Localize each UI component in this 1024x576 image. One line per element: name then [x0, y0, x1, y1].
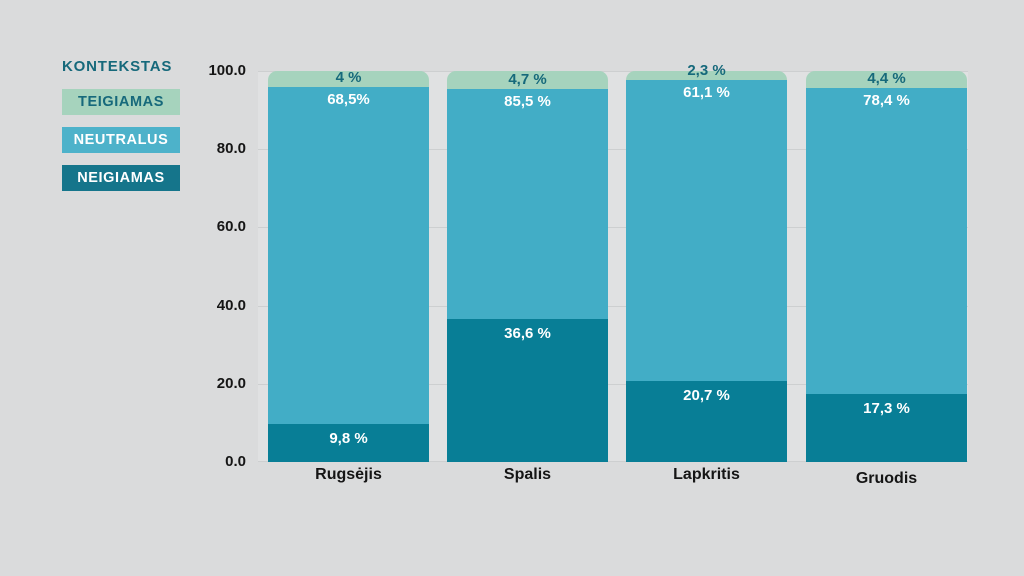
segment-neigiamas: 20,7 %: [626, 381, 787, 462]
segment-teigiamas: 4 %: [268, 68, 429, 87]
gridline-100: [258, 71, 968, 72]
legend-item-neigiamas: NEIGIAMAS: [62, 165, 180, 191]
legend-item-teigiamas: TEIGIAMAS: [62, 89, 180, 115]
segment-neigiamas: 9,8 %: [268, 423, 429, 462]
x-label-lapkritis: Lapkritis: [673, 466, 740, 483]
value-label-neutralus: 61,1 %: [683, 83, 730, 101]
value-label-neutralus: 85,5 %: [504, 93, 551, 111]
gridline-60: [258, 227, 968, 229]
bar-rugsejis: 4 % 68,5% 9,8 %: [268, 68, 429, 462]
segment-neigiamas: 17,3 %: [806, 394, 967, 462]
legend-item-label: NEIGIAMAS: [77, 170, 165, 186]
segment-neigiamas: 36,6 %: [447, 318, 608, 462]
y-tick-0: 0.0: [225, 453, 246, 470]
segment-teigiamas: 4,4 %: [806, 70, 967, 89]
x-label-spalis: Spalis: [503, 466, 552, 483]
value-label-teigiamas: 4,4 %: [867, 70, 906, 88]
value-label-neigiamas: 36,6 %: [504, 324, 551, 342]
y-axis: 100.0 80.0 60.0 40.0 20.0 0.0: [150, 0, 246, 576]
legend-title: KONTEKSTAS: [62, 58, 173, 75]
segment-neutralus: 68,5%: [268, 86, 429, 424]
segment-teigiamas: 2,3 %: [626, 62, 787, 80]
value-label-neigiamas: 20,7 %: [683, 387, 730, 405]
x-label-gruodis: Gruodis: [855, 470, 918, 487]
bar-lapkritis: 2,3 % 61,1 % 20,7 %: [626, 62, 787, 462]
x-label-rugsejis: Rugsėjis: [315, 466, 382, 483]
gridline-40: [258, 305, 968, 307]
legend-item-label: TEIGIAMAS: [78, 94, 164, 110]
plot-area: 4 % 68,5% 9,8 % 4,7 % 85,5 % 36,6 % 2,3 …: [258, 62, 968, 462]
gridline-80: [258, 149, 968, 151]
gridline-20: [258, 383, 968, 385]
segment-neutralus: 61,1 %: [626, 79, 787, 382]
y-tick-80: 80.0: [216, 140, 246, 157]
bar-spalis: 4,7 % 85,5 % 36,6 %: [447, 71, 608, 462]
y-tick-100: 100.0: [208, 62, 246, 79]
legend-item-neutralus: NEUTRALUS: [62, 127, 180, 153]
segment-neutralus: 85,5 %: [447, 89, 608, 319]
value-label-teigiamas: 4,7 %: [508, 71, 547, 89]
gridline-0: [258, 461, 968, 462]
value-label-teigiamas: 2,3 %: [687, 61, 726, 79]
legend-item-label: NEUTRALUS: [73, 132, 169, 148]
segment-neutralus: 78,4 %: [806, 88, 967, 395]
y-tick-40: 40.0: [216, 297, 246, 314]
segment-teigiamas: 4,7 %: [447, 71, 608, 90]
y-tick-20: 20.0: [216, 375, 246, 392]
value-label-neutralus: 68,5%: [327, 90, 370, 108]
y-tick-60: 60.0: [216, 218, 246, 235]
value-label-neigiamas: 17,3 %: [863, 400, 910, 418]
bar-gruodis: 4,4 % 78,4 % 17,3 %: [806, 70, 967, 462]
value-label-neigiamas: 9,8 %: [329, 429, 368, 447]
x-axis: Rugsėjis Spalis Lapkritis Gruodis: [258, 466, 968, 490]
legend: KONTEKSTAS TEIGIAMAS NEUTRALUS NEIGIAMAS: [62, 58, 182, 203]
value-label-neutralus: 78,4 %: [863, 92, 910, 110]
value-label-teigiamas: 4 %: [335, 68, 362, 86]
